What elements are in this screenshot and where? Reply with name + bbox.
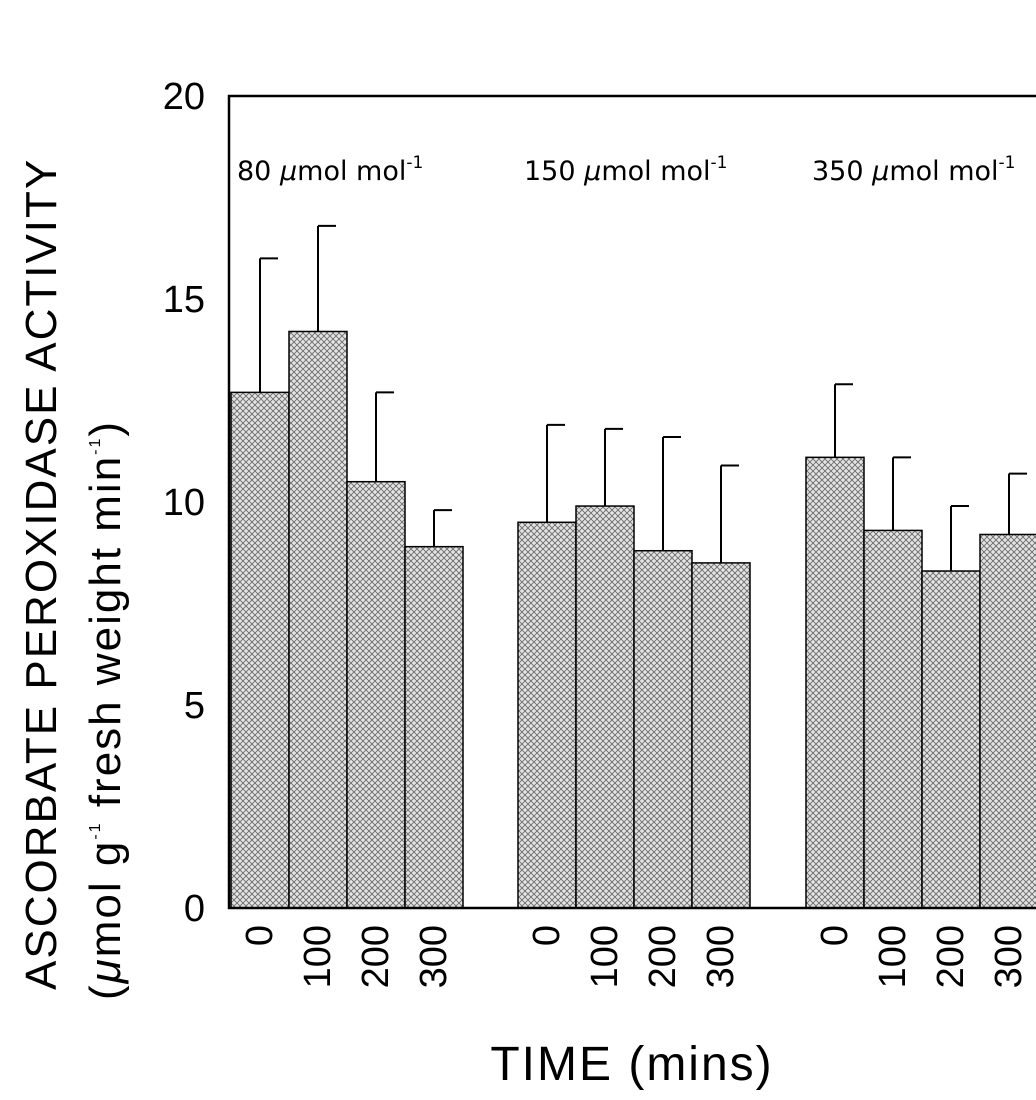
y-tick-labels: 0 5 10 15 20 — [163, 76, 205, 930]
y-tick-label: 5 — [184, 685, 205, 727]
bar — [230, 391, 290, 909]
bar — [288, 330, 348, 909]
bar — [921, 570, 981, 909]
y-axis-label: ASCORBATE PEROXIDASE ACTIVITY (μmol g-1 … — [17, 158, 130, 1000]
x-tick-label: 100 — [297, 925, 339, 988]
y-axis-label-line1: ASCORBATE PEROXIDASE ACTIVITY — [17, 158, 66, 990]
x-tick-label: 300 — [988, 925, 1030, 988]
bar — [575, 505, 635, 909]
group-label: 350 μmol mol-1 — [812, 153, 1016, 187]
error-bars — [259, 224, 1027, 572]
bar — [633, 549, 693, 909]
x-tick-label: 200 — [642, 925, 684, 988]
y-tick-label: 15 — [163, 279, 205, 321]
y-tick-label: 0 — [184, 888, 205, 930]
y-tick-label: 20 — [163, 76, 205, 118]
x-tick-label: 300 — [700, 925, 742, 988]
bar — [346, 480, 406, 909]
plot-frame — [227, 94, 1036, 910]
bar — [517, 521, 577, 909]
x-tick-label: 300 — [413, 925, 455, 988]
y-axis-label-line2: (μmol g-1 fresh weight min-1) — [81, 420, 130, 1000]
group-label: 150 μmol mol-1 — [524, 153, 728, 187]
x-tick-label: 0 — [814, 925, 856, 946]
x-tick-label: 100 — [584, 925, 626, 988]
y-tick-label: 10 — [163, 482, 205, 524]
bar — [863, 529, 923, 909]
bars — [230, 330, 1036, 909]
x-tick-label: 0 — [239, 925, 281, 946]
x-tick-labels: 0 100 200 300 0 100 200 300 0 100 200 300 — [239, 925, 1030, 988]
bar — [979, 533, 1036, 909]
bar — [691, 562, 751, 909]
bar — [805, 456, 865, 909]
x-tick-label: 100 — [872, 925, 914, 988]
x-tick-label: 0 — [526, 925, 568, 946]
x-axis-label: TIME (mins) — [490, 1038, 773, 1091]
group-labels: 80 μmol mol-1 150 μmol mol-1 350 μmol mol-… — [237, 153, 1016, 187]
x-tick-label: 200 — [930, 925, 972, 988]
bar — [404, 545, 464, 909]
group-label: 80 μmol mol-1 — [237, 153, 423, 187]
x-tick-label: 200 — [355, 925, 397, 988]
